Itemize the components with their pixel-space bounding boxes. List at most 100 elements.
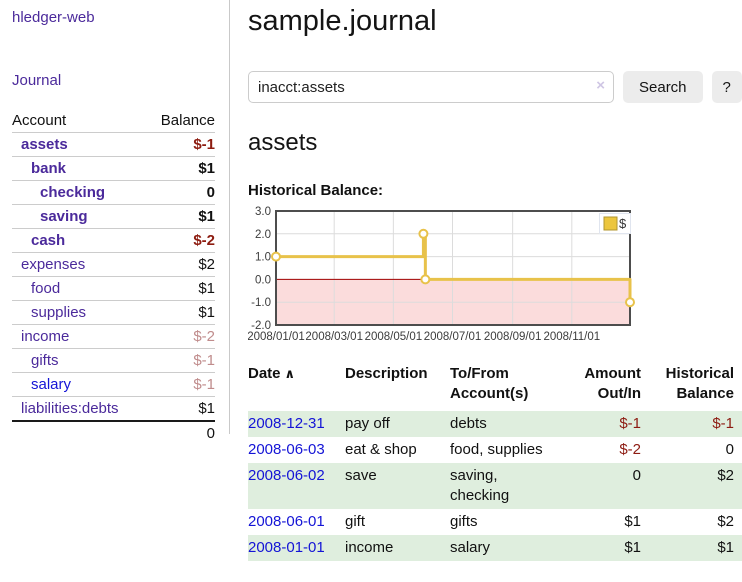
svg-text:2008/05/01: 2008/05/01 [365, 331, 423, 343]
account-row: supplies $1 [12, 300, 215, 325]
account-balance: $-1 [146, 348, 215, 373]
svg-text:2008/07/01: 2008/07/01 [424, 331, 482, 343]
transaction-date-link[interactable]: 2008-06-01 [248, 513, 325, 530]
account-row: expenses $2 [12, 252, 215, 277]
transaction-balance: $2 [717, 513, 734, 530]
account-row: cash $-2 [12, 228, 215, 253]
transaction-date-link[interactable]: 2008-06-03 [248, 441, 325, 458]
transaction-amount: $1 [624, 539, 641, 556]
account-row: assets $-1 [12, 132, 215, 157]
register-header-balance: Historical Balance [665, 365, 734, 402]
register-header-date[interactable]: Date ∧ [248, 364, 345, 411]
account-heading: assets [248, 129, 318, 156]
search-button[interactable]: Search [623, 71, 703, 103]
register-table: Date ∧ Description To/From Account(s) Amo… [248, 364, 742, 561]
transaction-date-link[interactable]: 2008-12-31 [248, 415, 325, 432]
svg-text:-2.0: -2.0 [251, 320, 271, 332]
search-bar: × Search ? [248, 71, 742, 103]
account-row: salary $-1 [12, 372, 215, 397]
account-link-liabilities-debts[interactable]: liabilities:debts [21, 400, 119, 417]
transaction-description: pay off [345, 415, 390, 432]
sidebar-item-journal[interactable]: Journal [12, 72, 62, 89]
account-row: food $1 [12, 276, 215, 301]
transaction-date-link[interactable]: 2008-01-01 [248, 539, 325, 556]
main-content: sample.journal × Search ? assets Histori… [248, 0, 742, 561]
search-input[interactable] [248, 71, 614, 103]
transaction-date-link[interactable]: 2008-06-02 [248, 467, 325, 484]
transaction-description: eat & shop [345, 441, 417, 458]
transaction-accounts: debts [450, 415, 487, 432]
chart-title: Historical Balance: [248, 182, 384, 199]
account-row: liabilities:debts $1 [12, 396, 215, 422]
account-balance: $2 [146, 252, 215, 277]
accounts-table-header-row: Account Balance [12, 109, 215, 133]
account-balance: $1 [146, 204, 215, 229]
register-row: 2008-06-01 gift gifts $1 $2 [248, 509, 742, 535]
account-balance: $-1 [146, 372, 215, 397]
account-balance: $1 [146, 276, 215, 301]
transaction-amount: $1 [624, 513, 641, 530]
account-balance: $1 [146, 396, 215, 422]
svg-text:2008/11/01: 2008/11/01 [543, 331, 600, 343]
svg-text:2008/03/01: 2008/03/01 [305, 331, 363, 343]
clear-search-icon[interactable]: × [596, 77, 605, 94]
account-link-saving[interactable]: saving [40, 208, 88, 225]
account-row: saving $1 [12, 204, 215, 229]
register-header-row: Date ∧ Description To/From Account(s) Amo… [248, 364, 742, 411]
account-row: checking 0 [12, 180, 215, 205]
transaction-accounts: gifts [450, 513, 478, 530]
transaction-balance: $-1 [712, 415, 734, 432]
account-link-bank[interactable]: bank [31, 160, 67, 177]
transaction-balance: 0 [725, 441, 734, 458]
accounts-table: Account Balance assets $-1 bank $1 check… [12, 109, 215, 445]
account-row: gifts $-1 [12, 348, 215, 373]
account-balance: $-2 [146, 324, 215, 349]
transaction-balance: $2 [717, 467, 734, 484]
accounts-header-balance: Balance [146, 109, 215, 133]
account-row: bank $1 [12, 156, 215, 181]
svg-text:0.0: 0.0 [255, 274, 271, 286]
accounts-total-row: 0 [12, 420, 215, 445]
account-link-assets[interactable]: assets [21, 136, 68, 153]
register-row: 2008-06-03 eat & shop food, supplies $-2… [248, 437, 742, 463]
transaction-accounts: salary [450, 539, 491, 556]
account-link-expenses[interactable]: expenses [21, 256, 86, 273]
transaction-amount: $-2 [619, 441, 641, 458]
account-link-checking[interactable]: checking [40, 184, 106, 201]
register-row: 2008-06-02 save saving, checking 0 $2 [248, 463, 742, 509]
svg-text:2.0: 2.0 [255, 229, 271, 241]
date-header-label: Date [248, 365, 281, 382]
transaction-accounts: food, supplies [450, 441, 543, 458]
account-balance: $1 [146, 156, 215, 181]
transaction-amount: 0 [632, 467, 641, 484]
svg-text:2008/09/01: 2008/09/01 [484, 331, 542, 343]
svg-text:2008/01/01: 2008/01/01 [248, 331, 305, 343]
accounts-header-account: Account [12, 109, 147, 133]
register-header-description: Description [345, 365, 428, 382]
svg-text:$: $ [619, 216, 627, 231]
sort-ascending-icon: ∧ [284, 366, 296, 381]
help-button[interactable]: ? [711, 71, 742, 103]
transaction-accounts: saving, checking [450, 467, 510, 504]
svg-text:-1.0: -1.0 [251, 297, 271, 309]
search-box: × [248, 71, 614, 103]
account-link-salary[interactable]: salary [31, 376, 72, 393]
account-link-supplies[interactable]: supplies [31, 304, 87, 321]
svg-text:1.0: 1.0 [255, 252, 271, 264]
transaction-description: income [345, 539, 394, 556]
account-link-cash[interactable]: cash [31, 232, 66, 249]
register-row: 2008-12-31 pay off debts $-1 $-1 [248, 411, 742, 437]
svg-text:3.0: 3.0 [255, 206, 271, 218]
app-title-link[interactable]: hledger-web [12, 9, 95, 26]
transaction-description: gift [345, 513, 366, 530]
transaction-description: save [345, 467, 377, 484]
accounts-total-value: 0 [146, 420, 215, 445]
register-row: 2008-01-01 income salary $1 $1 [248, 535, 742, 561]
account-link-income[interactable]: income [21, 328, 70, 345]
account-link-food[interactable]: food [31, 280, 61, 297]
account-link-gifts[interactable]: gifts [31, 352, 59, 369]
account-balance: $-2 [146, 228, 215, 253]
register-header-accounts: To/From Account(s) [450, 365, 529, 402]
account-row: income $-2 [12, 324, 215, 349]
